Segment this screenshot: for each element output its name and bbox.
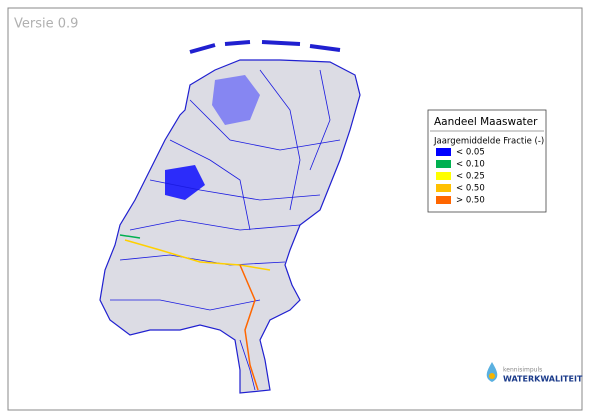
legend-title: Aandeel Maaswater [434, 116, 538, 128]
lake [212, 75, 260, 125]
legend-subtitle: Jaargemiddelde Fractie (-) [433, 137, 544, 147]
logo-dot [489, 373, 495, 379]
land-area [99, 59, 361, 394]
legend-label: > 0.50 [456, 196, 485, 206]
legend-swatch [436, 184, 451, 192]
wadden-islands [189, 40, 341, 54]
logo-line2: WATERKWALITEIT [503, 375, 583, 384]
legend-swatch [436, 160, 451, 168]
logo: kennisimpuls WATERKWALITEIT [486, 362, 583, 384]
version-label: Versie 0.9 [14, 17, 78, 32]
lake [165, 165, 205, 200]
legend-label: < 0.10 [456, 160, 485, 170]
legend-items: < 0.05 < 0.10 < 0.25 < 0.50 > 0.50 [436, 148, 485, 206]
legend-swatch [436, 196, 451, 204]
legend-swatch [436, 148, 451, 156]
legend-label: < 0.50 [456, 184, 485, 194]
country-map [99, 40, 361, 394]
logo-line1: kennisimpuls [503, 367, 542, 374]
legend-swatch [436, 172, 451, 180]
legend-label: < 0.05 [456, 148, 485, 158]
river-network [110, 69, 341, 391]
legend-label: < 0.25 [456, 172, 485, 182]
meuse-river [119, 234, 271, 391]
legend: Aandeel Maaswater Jaargemiddelde Fractie… [427, 109, 547, 213]
